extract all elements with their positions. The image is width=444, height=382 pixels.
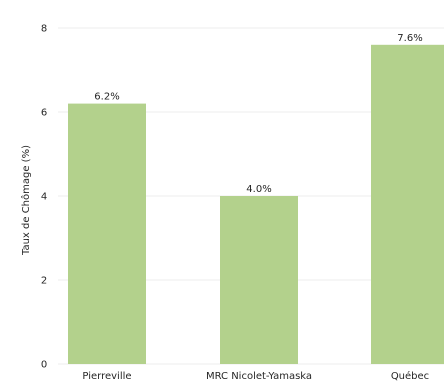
x-category-label: Québec <box>391 370 429 382</box>
y-axis-ticks: 0 2 4 6 8 <box>41 24 47 371</box>
bar <box>68 103 146 364</box>
y-tick-label: 4 <box>41 192 47 203</box>
bar <box>220 196 298 364</box>
y-axis-title: Taux de Chômage (%) <box>20 145 32 256</box>
y-tick-label: 6 <box>41 108 47 119</box>
x-category-label: MRC Nicolet-Yamaska <box>206 371 312 382</box>
bars <box>68 44 444 365</box>
bar-value-label: 7.6% <box>397 33 422 44</box>
bar <box>371 44 444 365</box>
bar-value-label: 6.2% <box>94 92 119 103</box>
y-tick-label: 8 <box>41 24 47 35</box>
y-tick-label: 2 <box>41 276 47 287</box>
x-category-label: Pierreville <box>82 371 131 382</box>
x-axis-categories: Pierreville MRC Nicolet-Yamaska Québec <box>82 370 429 382</box>
bar-value-label: 4.0% <box>246 184 271 195</box>
value-labels: 6.2% 4.0% 7.6% <box>94 33 422 195</box>
y-tick-label: 0 <box>41 360 47 371</box>
